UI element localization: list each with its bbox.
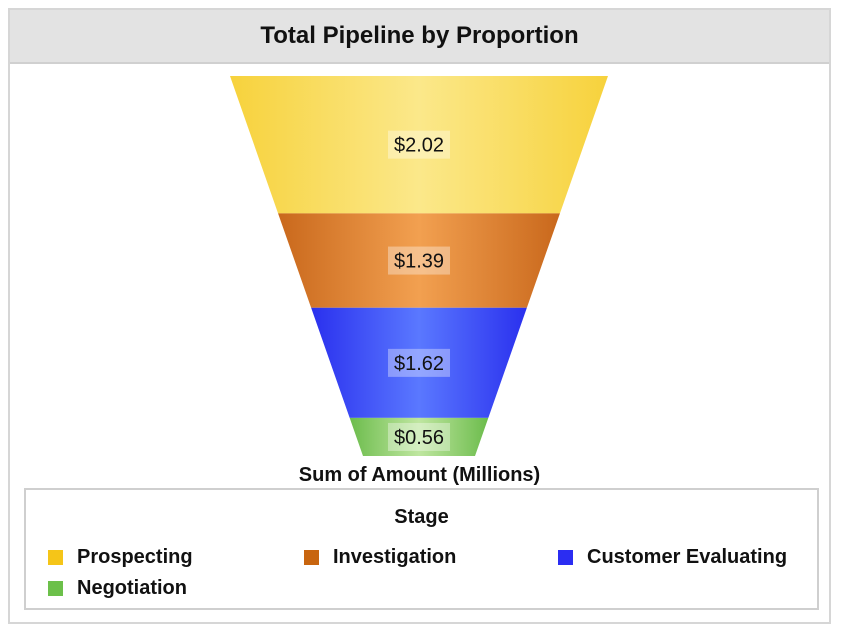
legend-swatch-investigation [304, 550, 319, 565]
funnel-segment-customer-evaluating[interactable] [311, 307, 527, 418]
legend-item-investigation[interactable]: Investigation [304, 546, 456, 569]
data-label-investigation: $1.39 [394, 251, 444, 273]
data-label-customer-evaluating: $1.62 [394, 353, 444, 375]
data-label-box-negotiation [388, 422, 450, 451]
data-label-box-customer-evaluating [388, 348, 450, 377]
data-label-negotiation: $0.56 [394, 427, 444, 449]
chart-title: Total Pipeline by Proportion [260, 22, 579, 49]
legend-item-negotiation[interactable]: Negotiation [48, 577, 187, 600]
chart-panel: Total Pipeline by Proportion $2.02 $1.39 $… [8, 8, 831, 624]
data-label-box-prospecting [388, 130, 450, 159]
legend-label: Investigation [333, 546, 457, 568]
legend-title: Stage [394, 506, 449, 528]
legend-swatch-negotiation [48, 581, 63, 596]
x-axis-label: Sum of Amount (Millions) [298, 464, 541, 486]
legend-swatch-prospecting [48, 550, 63, 565]
legend-item-customer-evaluating[interactable]: Customer Evaluating [558, 546, 787, 569]
legend-label: Customer Evaluating [587, 546, 788, 568]
funnel-segment-negotiation[interactable] [349, 417, 489, 456]
legend: Stage Prospecting Investigation Customer… [24, 488, 819, 610]
funnel-chart: $2.02 $1.39 $1.62 $0.56 [230, 76, 608, 456]
data-label-prospecting: $2.02 [394, 135, 444, 157]
data-label-box-investigation [388, 246, 450, 275]
legend-label: Negotiation [77, 577, 187, 599]
funnel-segment-investigation[interactable] [278, 213, 560, 308]
legend-label: Prospecting [77, 546, 193, 568]
legend-swatch-customer-evaluating [558, 550, 573, 565]
funnel-segment-prospecting[interactable] [230, 76, 608, 214]
chart-header: Total Pipeline by Proportion [10, 10, 829, 64]
legend-item-prospecting[interactable]: Prospecting [48, 546, 193, 569]
